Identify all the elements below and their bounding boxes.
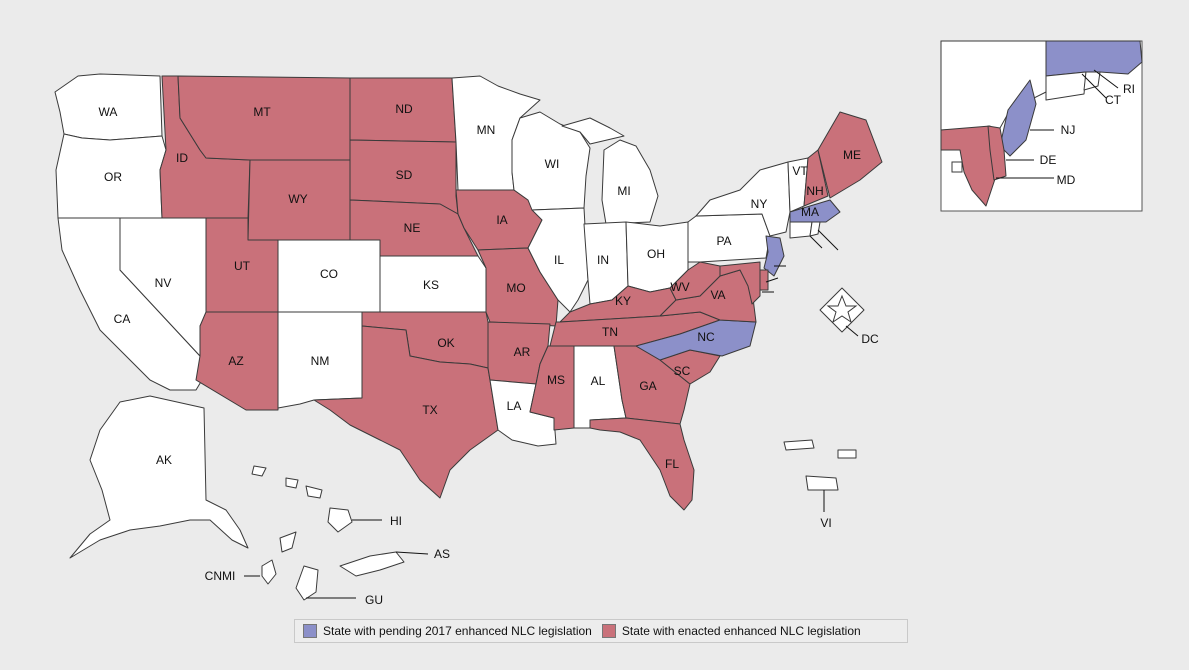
state-RI[interactable]: [809, 221, 821, 237]
state-label-CNMI: CNMI: [205, 569, 236, 583]
legend-item-enacted: State with enacted enhanced NLC legislat…: [601, 624, 861, 638]
state-label-WY: WY: [288, 192, 307, 206]
state-AS[interactable]: [339, 551, 405, 577]
state-label-RI: RI: [1123, 82, 1135, 96]
state-ME[interactable]: [817, 111, 883, 199]
state-label-NY: NY: [751, 197, 768, 211]
state-label-WV: WV: [670, 280, 689, 294]
state-label-UT: UT: [234, 259, 251, 273]
state-label-CT: CT: [1105, 93, 1122, 107]
state-label-ND: ND: [395, 102, 413, 116]
state-label-DE: DE: [1040, 153, 1057, 167]
state-label-MS: MS: [547, 373, 565, 387]
state-label-NJ: NJ: [1061, 123, 1076, 137]
state-label-AS: AS: [434, 547, 450, 561]
state-label-MD: MD: [1057, 173, 1076, 187]
state-CNMI-island: [279, 531, 297, 553]
state-label-VA: VA: [710, 288, 725, 302]
state-label-MN: MN: [477, 123, 496, 137]
state-label-IL: IL: [554, 253, 564, 267]
state-NH[interactable]: [803, 149, 829, 207]
state-label-MI: MI: [617, 184, 630, 198]
state-GU[interactable]: [295, 565, 319, 601]
state-label-ME: ME: [843, 148, 861, 162]
state-label-GU: GU: [365, 593, 383, 607]
state-label-AL: AL: [591, 374, 606, 388]
state-HI[interactable]: [251, 465, 353, 533]
state-label-PA: PA: [716, 234, 731, 248]
state-label-WA: WA: [99, 105, 118, 119]
legend: State with pending 2017 enhanced NLC leg…: [294, 619, 908, 643]
legend-item-pending: State with pending 2017 enhanced NLC leg…: [303, 624, 592, 638]
state-label-CO: CO: [320, 267, 338, 281]
state-label-MT: MT: [253, 105, 271, 119]
leader-lines: [244, 69, 1119, 599]
state-TX[interactable]: [313, 325, 499, 499]
state-label-ID: ID: [176, 151, 188, 165]
state-label-KS: KS: [423, 278, 439, 292]
state-AK[interactable]: [69, 395, 249, 559]
state-label-NH: NH: [806, 184, 823, 198]
state-label-KY: KY: [615, 294, 631, 308]
state-label-NM: NM: [311, 354, 330, 368]
state-label-CA: CA: [114, 312, 131, 326]
state-label-IA: IA: [496, 213, 507, 227]
state-label-NE: NE: [404, 221, 421, 235]
state-label-VI: VI: [820, 516, 831, 530]
legend-swatch-pending: [303, 624, 317, 638]
state-FL[interactable]: [589, 417, 695, 511]
state-label-LA: LA: [507, 399, 522, 413]
state-label-AK: AK: [156, 453, 172, 467]
state-label-AZ: AZ: [228, 354, 243, 368]
state-label-VT: VT: [792, 164, 808, 178]
state-label-SD: SD: [396, 168, 413, 182]
state-label-MO: MO: [506, 281, 525, 295]
state-label-NC: NC: [697, 330, 715, 344]
legend-label-pending: State with pending 2017 enhanced NLC leg…: [323, 624, 592, 638]
state-label-OR: OR: [104, 170, 122, 184]
legend-label-enacted: State with enacted enhanced NLC legislat…: [621, 624, 861, 638]
state-MA[interactable]: [789, 199, 841, 223]
state-DE[interactable]: [759, 269, 769, 291]
state-CT[interactable]: [789, 221, 813, 239]
state-label-MA: MA: [801, 205, 819, 219]
state-MI[interactable]: [561, 117, 659, 225]
state-DC[interactable]: [819, 287, 865, 333]
state-label-FL: FL: [665, 457, 679, 471]
state-label-IN: IN: [597, 253, 609, 267]
state-label-OH: OH: [647, 247, 665, 261]
state-label-NV: NV: [155, 276, 172, 290]
state-NC[interactable]: [635, 319, 757, 361]
state-label-TN: TN: [602, 325, 618, 339]
state-label-WI: WI: [545, 157, 560, 171]
state-label-OK: OK: [437, 336, 454, 350]
legend-swatch-enacted: [601, 624, 616, 638]
state-label-HI: HI: [390, 514, 402, 528]
state-label-GA: GA: [639, 379, 656, 393]
state-CNMI[interactable]: [261, 559, 277, 585]
state-label-SC: SC: [674, 364, 691, 378]
state-label-TX: TX: [422, 403, 437, 417]
state-VI[interactable]: [783, 439, 857, 491]
state-label-DC: DC: [861, 332, 879, 346]
state-MD[interactable]: [719, 261, 761, 305]
northeast-inset: [940, 40, 1143, 212]
state-label-AR: AR: [514, 345, 531, 359]
